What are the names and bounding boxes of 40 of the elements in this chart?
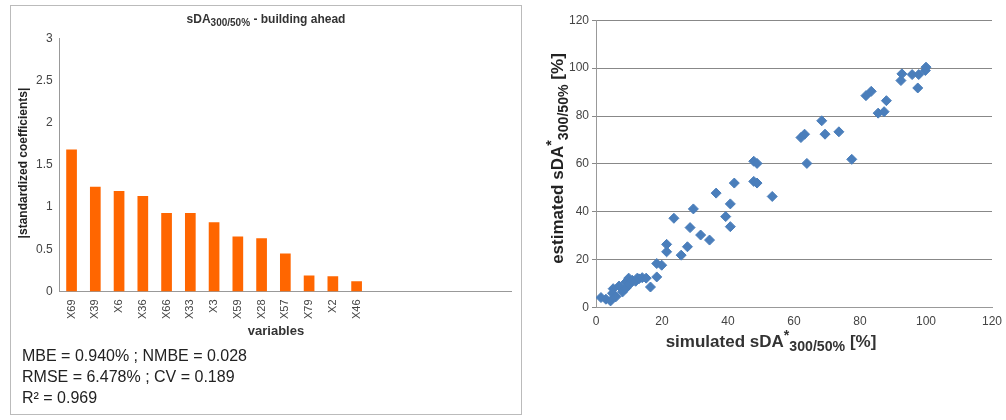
y-tick-label: 2	[45, 114, 53, 129]
x-tick-label: 80	[853, 314, 867, 329]
x-tick-label: X79	[302, 299, 315, 320]
text: MBE = 0.940% ; NMBE = 0.028	[22, 346, 248, 366]
y-tick-label: 0.5	[35, 241, 53, 256]
x-tick-label: 20	[655, 314, 670, 329]
x-tick-label: X3	[207, 299, 220, 313]
x-tick-label: X66	[159, 299, 172, 320]
y-tick-label: 60	[575, 156, 590, 171]
x-tick-label: 60	[787, 314, 801, 329]
x-tick-label: X69	[64, 299, 77, 320]
x-tick-label: X46	[349, 299, 362, 320]
y-tick-label: 0	[45, 283, 53, 298]
y-tick-label: 1.5	[35, 157, 53, 172]
y-tick-label: 3	[45, 30, 53, 45]
y-tick-label: 100	[568, 60, 590, 75]
x-tick-label: X2	[325, 299, 338, 313]
y-tick-label: 1	[45, 199, 53, 214]
y-tick-label: 80	[575, 108, 590, 123]
text: RMSE = 6.478% ; CV = 0.189	[22, 367, 236, 387]
x-tick-label: 120	[981, 314, 1003, 329]
y-axis-title: |standardized coefficients|	[16, 86, 30, 241]
chart-title: sDA$_{300/50%}$ - building ahead	[185, 12, 347, 29]
x-tick-label: X59	[230, 299, 243, 320]
y-tick-label: 40	[575, 204, 590, 219]
x-tick-label: X57	[278, 299, 291, 320]
x-tick-label: 100	[915, 314, 937, 329]
x-tick-label: X28	[254, 299, 267, 320]
y-tick-label: 120	[568, 12, 590, 27]
x-tick-label: 0	[592, 314, 600, 329]
y-tick-label: 20	[575, 252, 590, 267]
text: R² = 0.969	[22, 388, 99, 408]
x-tick-label: X39	[88, 299, 101, 320]
x-axis-title: simulated sDA$^{*}$$_{300/50%}$ [%]	[664, 327, 878, 355]
x-axis-title: variables	[246, 323, 306, 338]
x-tick-label: X33	[183, 299, 196, 320]
y-tick-label: 2.5	[35, 72, 53, 87]
x-tick-label: X6	[112, 299, 125, 313]
x-tick-label: X36	[135, 299, 148, 320]
x-tick-label: 40	[721, 314, 736, 329]
